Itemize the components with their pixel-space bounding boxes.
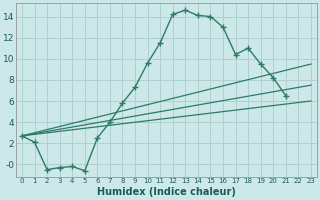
X-axis label: Humidex (Indice chaleur): Humidex (Indice chaleur) [97,187,236,197]
